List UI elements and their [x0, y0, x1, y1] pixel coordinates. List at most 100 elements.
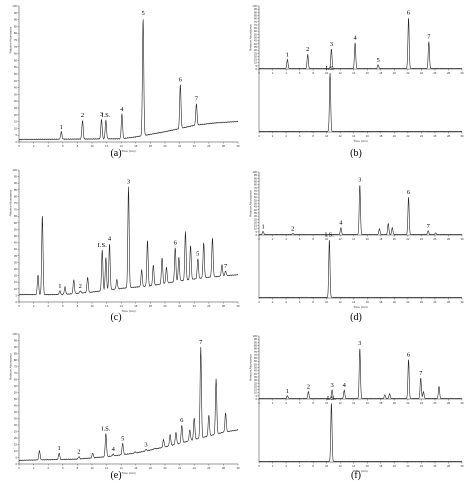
peak-label-3: 3	[100, 111, 103, 118]
y-tick-label: 95	[14, 175, 18, 179]
y-tick-label: 80	[14, 31, 18, 35]
x-tick-label: 24	[420, 71, 424, 75]
x-tick-label: 24	[420, 401, 424, 405]
y-tick-label: 100	[12, 332, 17, 336]
y-tick-label: 35	[14, 92, 18, 96]
x-tick-label: 6	[299, 300, 301, 304]
peak-label-7: 7	[224, 263, 228, 270]
chromatogram-panel-d: 0246810121416182022242628300510152025303…	[249, 170, 464, 309]
y-axis-title: Relative Abundance	[249, 354, 253, 381]
x-tick-label: 24	[193, 466, 197, 470]
x-tick-label: 20	[393, 464, 397, 468]
peak-label-6: 6	[407, 189, 411, 196]
x-tick-label: 24	[193, 304, 197, 308]
x-tick-label: 16	[134, 466, 138, 470]
x-tick-label: 30	[236, 144, 240, 148]
x-tick-label: 24	[193, 144, 197, 148]
y-tick-label: 10	[14, 287, 18, 291]
panel-caption: (e)	[110, 470, 121, 481]
x-tick-label: 10	[325, 134, 329, 138]
x-tick-label: 30	[460, 464, 464, 468]
x-tick-label: 30	[236, 304, 240, 308]
y-tick-label: 45	[14, 404, 18, 408]
y-tick-label: 25	[14, 430, 18, 434]
x-tick-label: 20	[393, 71, 397, 75]
x-tick-label: 12	[339, 464, 343, 468]
x-tick-label: 22	[178, 466, 182, 470]
peak-label-5: 5	[196, 251, 199, 258]
x-tick-label: 2	[272, 237, 274, 241]
y-tick-label: 75	[254, 20, 258, 24]
x-tick-label: 6	[299, 134, 301, 138]
x-tick-label: 4	[285, 401, 287, 405]
x-tick-label: 18	[379, 71, 383, 75]
x-tick-label: 8	[312, 401, 314, 405]
y-tick-label: 65	[14, 214, 18, 218]
x-tick-label: 8	[77, 144, 79, 148]
x-tick-label: 4	[47, 144, 49, 148]
y-tick-label: 70	[14, 371, 18, 375]
x-axis-title: Time (min)	[353, 469, 367, 473]
peak-label-2: 2	[77, 449, 80, 456]
peak-label-is: I.S.	[101, 112, 110, 119]
panel-caption: (b)	[350, 148, 362, 159]
y-tick-label: 35	[254, 375, 258, 379]
y-tick-label: 40	[254, 208, 258, 212]
x-tick-label: 16	[366, 464, 370, 468]
y-tick-label: 65	[14, 378, 18, 382]
y-tick-label: 40	[254, 372, 258, 376]
x-tick-label: 18	[379, 464, 383, 468]
y-tick-label: 90	[254, 340, 258, 344]
y-tick-label: 90	[254, 176, 258, 180]
y-tick-label: 85	[254, 179, 258, 183]
y-tick-label: 55	[254, 362, 258, 366]
y-tick-label: 70	[254, 23, 258, 27]
x-tick-label: 26	[207, 144, 211, 148]
y-tick-label: 0	[15, 140, 17, 144]
x-tick-label: 4	[47, 304, 49, 308]
x-tick-label: 8	[77, 466, 79, 470]
y-tick-label: 45	[254, 39, 258, 43]
peak-label-6: 6	[179, 76, 183, 83]
y-tick-label: 20	[254, 220, 258, 224]
x-tick-label: 26	[433, 464, 437, 468]
lower_trace-line	[258, 403, 463, 462]
y-tick-label: 25	[14, 267, 18, 271]
y-tick-label: 20	[14, 274, 18, 278]
y-tick-label: 40	[14, 86, 18, 90]
chromatogram-panel-a: 0 2 4 6 8 10 12 14 16 18 20 22 24 26 28 300510152025303…	[9, 4, 240, 153]
x-tick-label: 22	[406, 300, 410, 304]
upper_trace-line	[258, 18, 463, 70]
x-tick-label: 20	[163, 466, 167, 470]
peak-label-7: 7	[427, 33, 431, 40]
x-tick-label: 18	[379, 134, 383, 138]
x-tick-label: 28	[222, 304, 226, 308]
y-tick-label: 75	[14, 38, 18, 42]
peak-label-4: 4	[108, 236, 112, 243]
y-tick-label: 55	[14, 391, 18, 395]
x-tick-label: 26	[433, 300, 437, 304]
peak-label-3: 3	[358, 340, 361, 347]
y-tick-label: 15	[14, 443, 18, 447]
x-tick-label: 12	[105, 466, 109, 470]
y-tick-label: 30	[254, 214, 258, 218]
y-tick-label: 100	[12, 168, 17, 172]
y-tick-label: 55	[254, 198, 258, 202]
y-tick-label: 90	[254, 10, 258, 14]
y-tick-label: 50	[254, 202, 258, 206]
y-tick-label: 80	[14, 358, 18, 362]
y-tick-label: 50	[14, 72, 18, 76]
peak-label-7: 7	[427, 223, 431, 230]
x-tick-label: 16	[366, 134, 370, 138]
x-tick-label: 18	[149, 304, 153, 308]
y-axis-title: Relative Abundance	[9, 26, 13, 53]
x-tick-label: 16	[366, 71, 370, 75]
x-tick-label: 18	[379, 300, 383, 304]
x-tick-label: 14	[352, 401, 356, 405]
y-tick-label: 35	[14, 254, 18, 258]
y-tick-label: 65	[254, 356, 258, 360]
peak-label-is: I.S.	[327, 395, 336, 402]
y-tick-label: 60	[254, 359, 258, 363]
y-tick-label: 55	[14, 227, 18, 231]
x-tick-label: 2	[272, 134, 274, 138]
